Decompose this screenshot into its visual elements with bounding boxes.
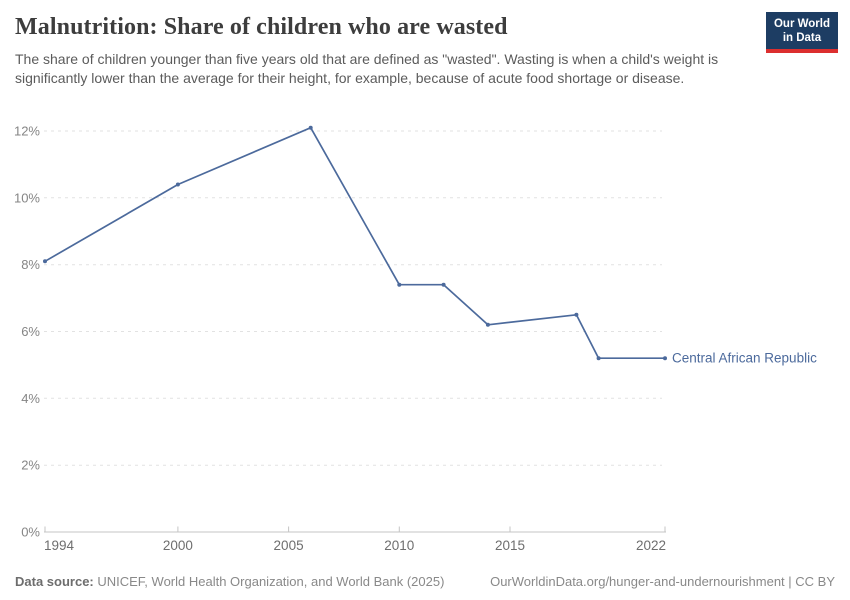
x-axis-label: 2010 [384, 538, 414, 553]
y-axis-label: 12% [14, 124, 40, 139]
x-axis-label: 1994 [44, 538, 75, 553]
y-axis-label: 8% [21, 257, 40, 272]
data-point[interactable] [596, 356, 601, 361]
line-chart[interactable]: 0% 2% 4% 6% 8% 10% 12% 1994 2000 2005 2010 2015 2022… [0, 110, 850, 575]
data-point[interactable] [574, 312, 579, 317]
chart-header: Malnutrition: Share of children who are … [15, 12, 838, 89]
data-point[interactable] [663, 356, 667, 361]
chart-subtitle: The share of children younger than five … [15, 51, 719, 87]
data-point[interactable] [308, 125, 313, 130]
y-axis-label: 2% [21, 458, 40, 473]
series-label[interactable]: Central African Republic [672, 351, 817, 366]
data-source: Data source: UNICEF, World Health Organi… [15, 574, 444, 589]
x-axis-label: 2015 [495, 538, 525, 553]
y-axis-label: 4% [21, 391, 40, 406]
data-point[interactable] [175, 182, 180, 187]
data-point[interactable] [397, 282, 402, 287]
y-axis-label: 6% [21, 324, 40, 339]
x-axis-label: 2005 [274, 538, 304, 553]
page-title: Malnutrition: Share of children who are … [15, 14, 508, 40]
y-axis-label: 0% [21, 525, 40, 540]
data-point[interactable] [485, 322, 490, 327]
owid-logo-line1: Our World [773, 18, 830, 30]
data-series-line[interactable] [44, 126, 666, 360]
owid-logo-line2: in Data [782, 32, 822, 45]
data-point[interactable] [441, 282, 446, 287]
chart-footer: Data source: UNICEF, World Health Organi… [15, 574, 835, 589]
data-point[interactable] [43, 259, 47, 264]
x-axis-label: 2022 [636, 538, 666, 553]
data-source-label: Data source: [15, 574, 94, 589]
data-source-text: UNICEF, World Health Organization, and W… [93, 574, 445, 589]
x-axis-label: 2000 [163, 538, 193, 553]
owid-logo[interactable]: Our World in Data [765, 12, 838, 53]
footer-link[interactable]: OurWorldinData.org/hunger-and-undernouri… [490, 574, 835, 589]
y-axis-label: 10% [14, 190, 40, 205]
